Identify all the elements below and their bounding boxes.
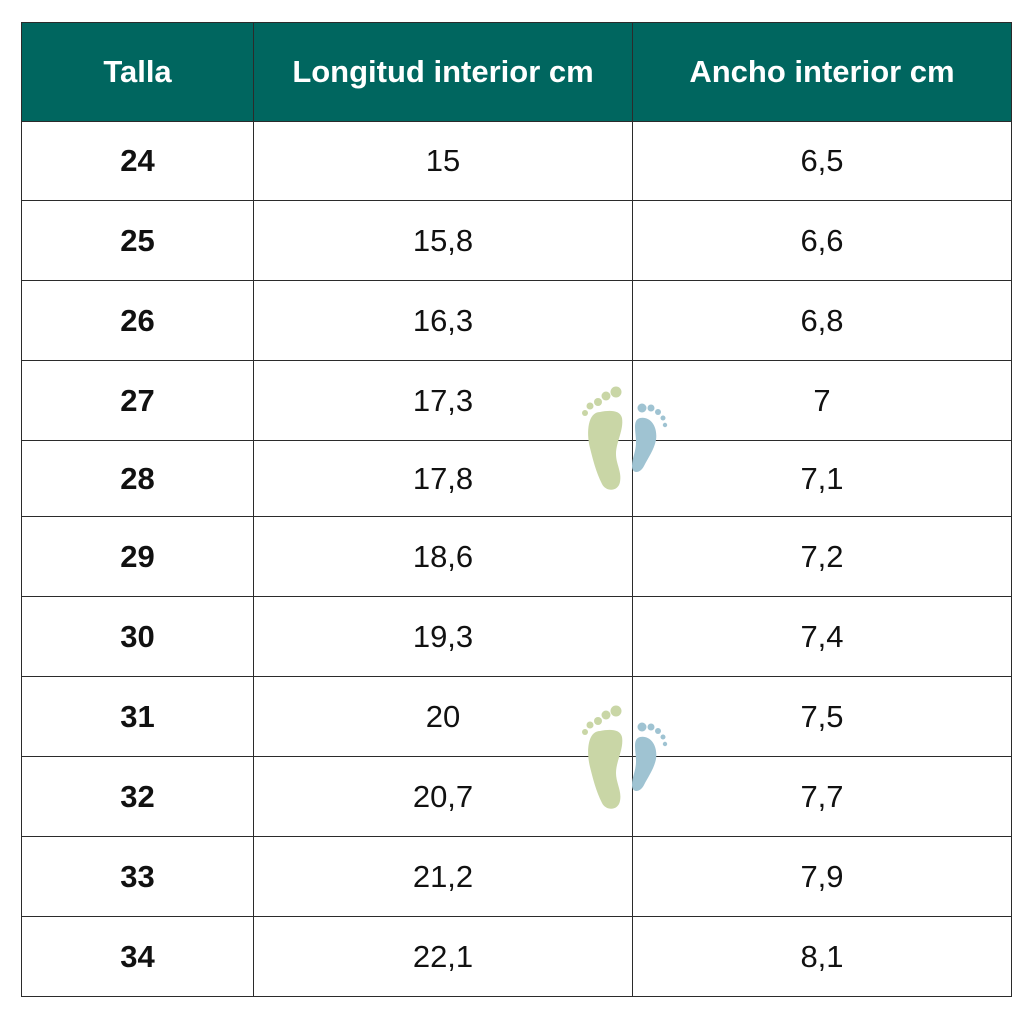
cell-width: 8,1 <box>632 916 1012 997</box>
cell-width: 6,8 <box>632 280 1012 361</box>
table-row: 32 20,7 7,7 <box>21 756 1012 837</box>
cell-width: 7,5 <box>632 676 1012 757</box>
cell-width: 7 <box>632 360 1012 441</box>
table-row: 33 21,2 7,9 <box>21 836 1012 917</box>
table-row: 24 15 6,5 <box>21 121 1012 201</box>
cell-length: 17,3 <box>253 360 633 441</box>
cell-width: 7,4 <box>632 596 1012 677</box>
table-row: 30 19,3 7,4 <box>21 596 1012 677</box>
cell-size: 31 <box>21 676 254 757</box>
cell-size: 27 <box>21 360 254 441</box>
size-table: Talla Longitud interior cm Ancho interio… <box>21 22 1012 997</box>
cell-size: 29 <box>21 516 254 597</box>
table-row: 34 22,1 8,1 <box>21 916 1012 997</box>
cell-size: 32 <box>21 756 254 837</box>
cell-size: 26 <box>21 280 254 361</box>
cell-size: 33 <box>21 836 254 917</box>
cell-length: 22,1 <box>253 916 633 997</box>
cell-width: 7,7 <box>632 756 1012 837</box>
cell-length: 19,3 <box>253 596 633 677</box>
cell-length: 21,2 <box>253 836 633 917</box>
table-row: 28 17,8 7,1 <box>21 440 1012 517</box>
table-row: 25 15,8 6,6 <box>21 200 1012 281</box>
cell-length: 18,6 <box>253 516 633 597</box>
cell-size: 24 <box>21 121 254 201</box>
header-length: Longitud interior cm <box>253 22 633 122</box>
header-size: Talla <box>21 22 254 122</box>
cell-width: 6,5 <box>632 121 1012 201</box>
cell-length: 15,8 <box>253 200 633 281</box>
cell-length: 17,8 <box>253 440 633 517</box>
header-width: Ancho interior cm <box>632 22 1012 122</box>
cell-width: 7,1 <box>632 440 1012 517</box>
table-row: 29 18,6 7,2 <box>21 516 1012 597</box>
cell-width: 6,6 <box>632 200 1012 281</box>
cell-width: 7,2 <box>632 516 1012 597</box>
cell-length: 15 <box>253 121 633 201</box>
table-row: 26 16,3 6,8 <box>21 280 1012 361</box>
cell-size: 34 <box>21 916 254 997</box>
header-row: Talla Longitud interior cm Ancho interio… <box>21 22 1012 122</box>
cell-size: 28 <box>21 440 254 517</box>
cell-size: 30 <box>21 596 254 677</box>
cell-width: 7,9 <box>632 836 1012 917</box>
cell-size: 25 <box>21 200 254 281</box>
table-row: 27 17,3 7 <box>21 360 1012 441</box>
cell-length: 16,3 <box>253 280 633 361</box>
cell-length: 20 <box>253 676 633 757</box>
cell-length: 20,7 <box>253 756 633 837</box>
table-row: 31 20 7,5 <box>21 676 1012 757</box>
